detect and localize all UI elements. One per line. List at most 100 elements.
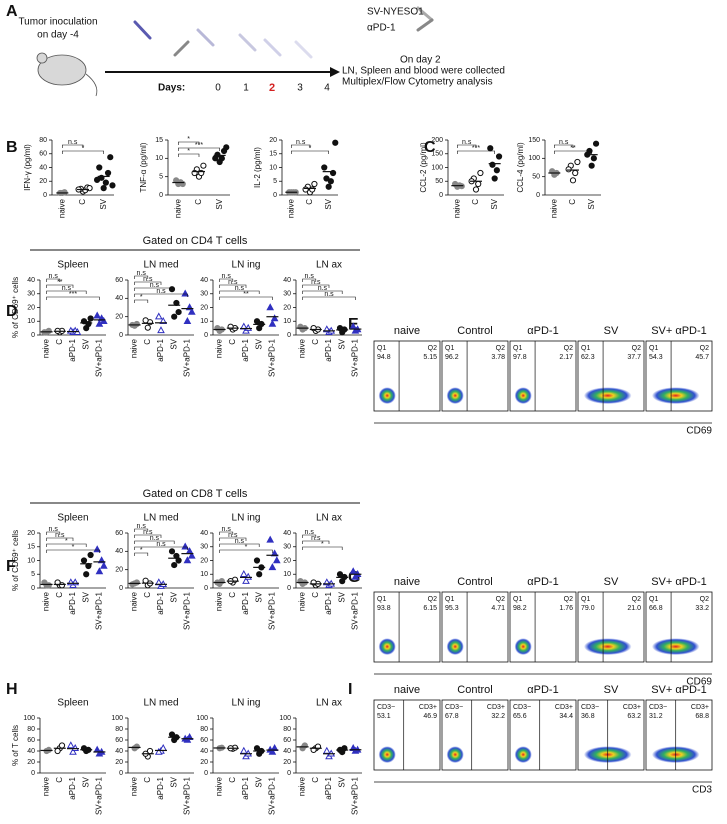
y-tick-label: 60 xyxy=(27,737,35,744)
significance-label: *** xyxy=(472,145,480,152)
x-tick-label: SV xyxy=(81,338,90,349)
y-tick-label: 80 xyxy=(115,726,123,733)
flow-header: SV xyxy=(604,576,619,588)
gate-label: Q1 xyxy=(513,345,522,352)
data-point xyxy=(311,180,318,188)
x-tick-label: naive xyxy=(42,591,51,611)
density-cloud xyxy=(514,387,532,404)
y-tick-label: 100 xyxy=(196,715,208,722)
data-point xyxy=(242,576,250,584)
gate-value: 33.2 xyxy=(695,605,709,612)
significance-bracket xyxy=(46,531,61,535)
x-tick-label: SV xyxy=(337,591,346,602)
significance-label: n.s xyxy=(311,279,321,286)
significance-bracket xyxy=(134,287,175,291)
chart-title: LN med xyxy=(143,260,178,271)
y-tick-label: 10 xyxy=(27,318,35,325)
y-tick-label: 10 xyxy=(200,318,208,325)
data-point xyxy=(183,556,192,564)
significance-label: * xyxy=(187,148,190,155)
data-point xyxy=(93,176,101,183)
y-tick-label: 30 xyxy=(283,544,291,551)
significance-label: n.s xyxy=(324,291,334,298)
chart-title: LN ax xyxy=(316,260,342,271)
y-tick-label: 0 xyxy=(273,192,277,199)
data-point xyxy=(489,161,496,168)
data-point xyxy=(302,186,309,193)
significance-bracket xyxy=(46,549,100,553)
y-tick-label: 100 xyxy=(528,155,540,162)
arrowhead xyxy=(330,67,340,77)
data-point xyxy=(41,579,48,586)
annotation: Multiplex/Flow Cytometry analysis xyxy=(342,77,493,88)
significance-label: n.s xyxy=(150,535,160,542)
y-tick-label: 5 xyxy=(31,571,35,578)
x-tick-label: naive xyxy=(215,776,224,796)
x-tick-label: aPD-1 xyxy=(156,338,165,361)
significance-bracket xyxy=(219,296,273,300)
density-cloud xyxy=(583,387,632,404)
y-tick-label: 30 xyxy=(283,291,291,298)
significance-bracket xyxy=(134,552,149,556)
y-axis-label: IFN-γ (pg/ml) xyxy=(23,144,32,191)
y-tick-label: 40 xyxy=(200,277,208,284)
x-tick-label: SV+aPD-1 xyxy=(183,591,192,630)
gate-title: Gated on CD8 T cells xyxy=(143,488,248,500)
flow-panel: naive CD3− CD3+ 53.1 46.9 Control CD3− CD3+ 67.8… xyxy=(373,684,712,796)
y-tick-label: 100 xyxy=(111,715,123,722)
significance-bracket xyxy=(46,284,74,288)
x-tick-label: aPD-1 xyxy=(241,338,250,361)
y-tick-label: 0 xyxy=(31,770,35,777)
data-point xyxy=(212,155,219,162)
y-tick-label: 80 xyxy=(283,726,291,733)
gate-value: 67.8 xyxy=(445,713,459,720)
y-tick-label: 60 xyxy=(115,277,123,284)
significance-bracket xyxy=(134,546,188,550)
density-cloud xyxy=(514,746,532,763)
x-tick-label: C xyxy=(55,592,64,598)
significance-label: ** xyxy=(243,291,249,298)
x-tick-label: aPD-1 xyxy=(68,776,77,799)
y-tick-label: 40 xyxy=(39,164,47,171)
x-tick-label: SV xyxy=(254,591,263,602)
axis-label: Days: xyxy=(158,83,185,94)
significance-label: n.s xyxy=(228,279,238,286)
significance-label: n.s xyxy=(228,532,238,539)
data-point xyxy=(487,145,494,152)
flow-header: naive xyxy=(394,325,420,337)
significance-label: * xyxy=(245,544,248,551)
x-tick-label: naive xyxy=(298,591,307,611)
x-tick-label: aPD-1 xyxy=(241,776,250,799)
gate-label: Q1 xyxy=(649,345,658,352)
significance-bracket xyxy=(178,141,200,145)
gate-label: CD3− xyxy=(445,704,463,711)
day-tick-label: 3 xyxy=(297,83,303,94)
gate-value: 95.3 xyxy=(445,605,459,612)
gate-label: CD3− xyxy=(649,704,667,711)
data-point xyxy=(181,542,190,550)
data-point xyxy=(187,307,196,315)
y-tick-label: 15 xyxy=(155,137,163,144)
gate-label: Q1 xyxy=(445,596,454,603)
chart-title: LN ing xyxy=(232,260,261,271)
significance-bracket xyxy=(291,150,329,154)
gate-label: Q1 xyxy=(377,596,386,603)
gate-label: Q2 xyxy=(428,345,437,352)
x-tick-label: SV xyxy=(324,198,333,209)
y-tick-label: 20 xyxy=(269,137,277,144)
gate-value: 68.8 xyxy=(695,713,709,720)
y-tick-label: 0 xyxy=(536,192,540,199)
gate-label: Q1 xyxy=(377,345,386,352)
x-tick-label: C xyxy=(143,339,152,345)
significance-label: * xyxy=(72,544,75,551)
gate-value: 54.3 xyxy=(649,354,663,361)
x-tick-label: C xyxy=(568,199,577,205)
y-tick-label: 30 xyxy=(200,544,208,551)
x-tick-label: SV+aPD-1 xyxy=(351,776,360,815)
gate-label: Q1 xyxy=(445,345,454,352)
chart-title: LN ing xyxy=(232,513,261,524)
significance-bracket xyxy=(219,278,234,282)
y-tick-label: 60 xyxy=(200,737,208,744)
